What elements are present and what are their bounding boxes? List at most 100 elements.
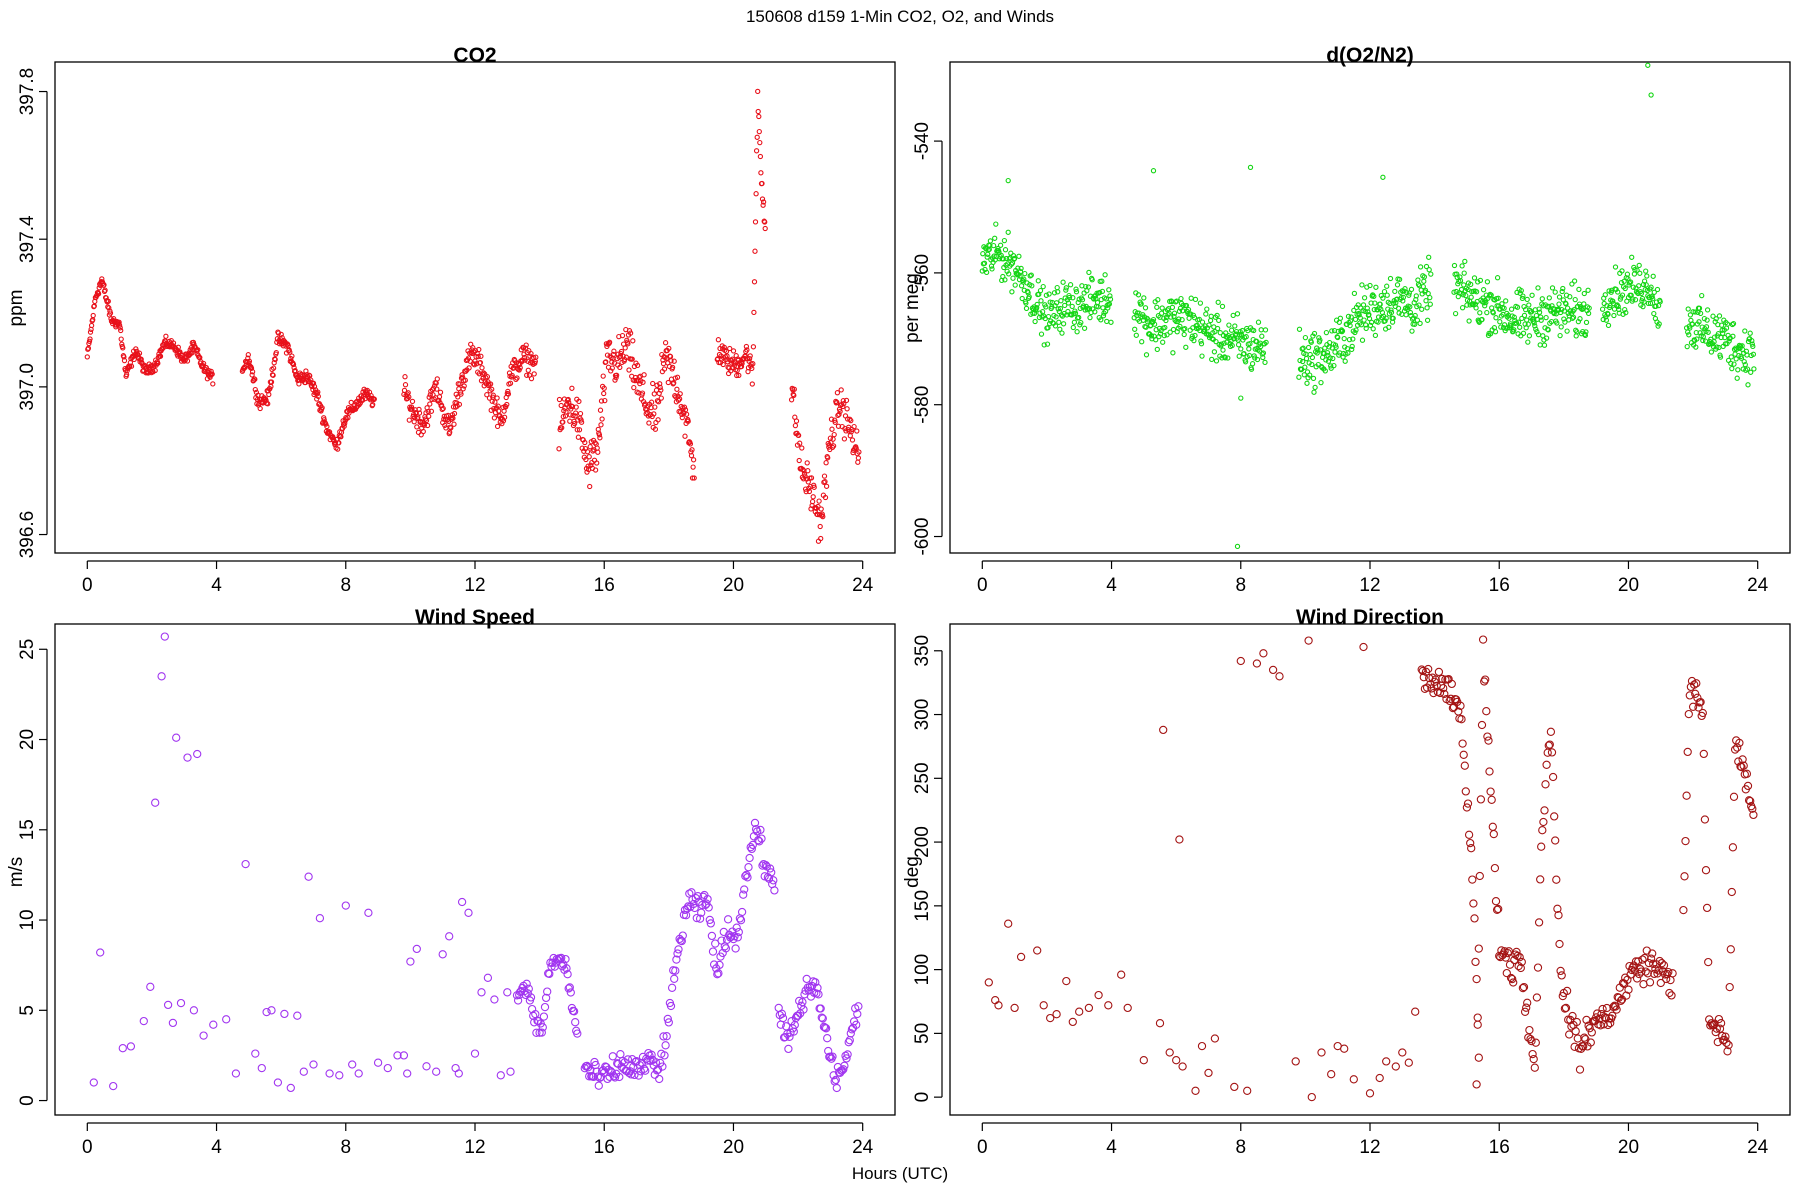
co2-point <box>558 402 564 409</box>
wind-direction-point <box>1438 674 1447 684</box>
o2-point <box>1102 308 1109 315</box>
o2-point <box>1641 299 1647 305</box>
o2-point <box>1603 317 1610 323</box>
co2-point <box>796 457 802 464</box>
co2-point <box>655 417 661 423</box>
o2-point <box>1403 312 1409 318</box>
o2-point <box>1648 92 1654 98</box>
o2-point <box>1583 329 1589 335</box>
co2-point <box>584 449 591 455</box>
co2-point <box>594 460 600 466</box>
o2-point <box>981 260 988 266</box>
o2-point <box>1524 317 1530 323</box>
o2-point <box>1317 347 1324 353</box>
co2-y-label: ppm <box>6 290 27 327</box>
figure-title: 150608 d159 1-Min CO2, O2, and Winds <box>746 7 1054 26</box>
wind-speed-point <box>364 908 373 917</box>
o2-point <box>1361 295 1368 301</box>
wind-direction-point <box>1515 953 1524 962</box>
co2-point <box>440 405 446 412</box>
wind-direction-point <box>1685 691 1694 700</box>
o2-point <box>1234 311 1241 317</box>
o2-point <box>1729 365 1735 372</box>
o2-point <box>1081 325 1088 331</box>
wind-direction-point <box>1527 1036 1536 1046</box>
o2-point <box>1685 306 1691 312</box>
co2-point <box>370 401 376 408</box>
o2-point <box>1622 285 1628 292</box>
co2-point <box>480 370 487 376</box>
wind-direction-point <box>1522 1003 1531 1012</box>
o2-point <box>1699 292 1705 299</box>
o2-point <box>1728 354 1734 360</box>
wind-direction-point <box>1491 897 1501 906</box>
o2-point <box>1686 332 1692 338</box>
o2-point <box>1345 313 1352 320</box>
wind-direction-point <box>1349 1075 1358 1084</box>
co2-point <box>560 413 566 420</box>
co2-point <box>750 344 757 350</box>
co2-x-tick-label: 0 <box>82 575 93 596</box>
o2-point <box>1095 304 1101 310</box>
o2-point <box>1323 357 1329 363</box>
co2-point <box>687 441 694 447</box>
o2-point <box>1058 298 1064 304</box>
o2-point <box>1363 322 1369 328</box>
o2-point <box>1400 298 1406 304</box>
co2-point <box>345 415 351 421</box>
o2-point <box>1704 317 1710 323</box>
co2-point <box>810 494 816 500</box>
wind-speed-y-label: m/s <box>6 857 27 888</box>
wind-direction-point <box>1728 843 1738 852</box>
wind-speed-point <box>618 1056 627 1066</box>
o2-point <box>1258 343 1264 350</box>
co2-point <box>646 420 652 426</box>
wind-speed-point <box>634 1071 643 1080</box>
co2-point <box>425 408 431 415</box>
co2-point <box>278 331 284 338</box>
o2-point <box>1359 282 1365 288</box>
o2-point <box>1511 314 1517 320</box>
wind-speed-point <box>770 886 779 895</box>
o2-point <box>1107 293 1113 299</box>
o2-point <box>1303 355 1310 362</box>
o2-point <box>1317 337 1323 343</box>
co2-point <box>751 309 757 316</box>
o2-point <box>1647 300 1654 307</box>
wind-direction-point <box>1191 1086 1200 1095</box>
wind-direction-x-tick-label: 0 <box>977 1137 988 1158</box>
co2-point <box>270 372 276 378</box>
o2-y-tick-label: -600 <box>912 518 933 556</box>
o2-point <box>1625 275 1631 282</box>
o2-point <box>1008 261 1015 267</box>
o2-x-tick-label: 12 <box>1359 575 1380 596</box>
co2-point <box>504 401 510 408</box>
o2-point <box>1526 302 1532 308</box>
co2-point <box>662 340 669 346</box>
co2-point <box>760 202 766 208</box>
o2-point <box>1556 301 1562 307</box>
co2-point <box>573 410 579 416</box>
wind-direction-point <box>1197 1041 1207 1051</box>
wind-direction-point <box>1291 1057 1300 1066</box>
wind-direction-point <box>1683 747 1692 757</box>
wind-speed-y-tick-label: 20 <box>17 729 38 750</box>
co2-point <box>743 343 750 350</box>
wind-speed-point <box>464 908 473 917</box>
o2-point <box>1328 363 1334 369</box>
o2-point <box>1490 310 1496 316</box>
co2-point <box>658 395 664 401</box>
co2-point <box>341 423 347 429</box>
co2-point <box>451 421 457 427</box>
o2-point <box>1052 323 1059 329</box>
o2-point <box>1640 303 1646 310</box>
o2-point <box>1051 290 1058 296</box>
o2-point <box>1176 308 1183 314</box>
o2-point <box>1383 315 1389 321</box>
co2-point <box>118 327 124 334</box>
wind-direction-point <box>1699 749 1708 759</box>
o2-point <box>1310 375 1317 382</box>
wind-direction-point <box>1033 946 1042 955</box>
wind-direction-point <box>1690 680 1699 689</box>
wind-speed-point <box>571 1018 580 1027</box>
